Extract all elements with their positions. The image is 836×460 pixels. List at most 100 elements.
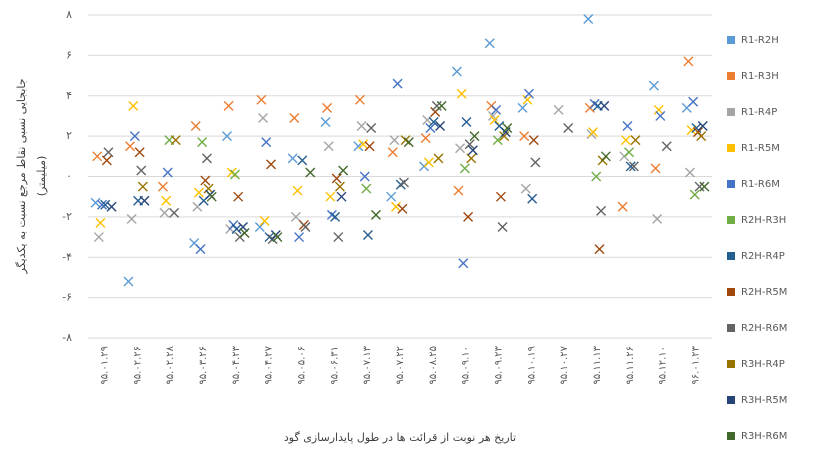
marker [226,167,237,178]
marker [422,114,433,125]
marker [190,121,201,132]
marker [106,201,117,212]
marker [170,135,181,146]
marker [137,181,148,192]
marker [197,137,208,148]
marker [628,161,639,172]
marker [162,167,173,178]
marker [231,223,242,234]
marker [699,181,710,192]
marker [591,171,602,182]
marker [630,135,641,146]
marker [157,181,168,192]
marker [428,116,439,127]
legend-swatch [727,432,735,440]
x-axis-title: تاریخ هر نوبت از قرائت ها در طول پایدارس… [284,431,516,444]
marker [338,165,349,176]
marker [386,191,397,202]
marker [256,94,267,105]
marker [502,123,513,134]
marker [331,173,342,184]
marker [620,135,631,146]
marker [689,189,700,200]
marker [287,153,298,164]
marker [323,141,334,152]
marker [392,78,403,89]
marker [527,193,538,204]
y-tick-label: ۰ [66,170,72,183]
marker [467,145,478,156]
legend-label: R3H-R6M [741,431,787,442]
marker [403,137,414,148]
marker [489,114,500,125]
marker [596,205,607,216]
marker [254,221,265,232]
marker [400,135,411,146]
marker [93,232,104,243]
legend-label: R1-R4P [741,107,777,118]
marker [336,191,347,202]
legend-swatch [727,216,735,224]
legend-swatch [727,36,735,44]
x-tick-label: ۹۵.۰۹.۱۰ [461,346,472,385]
x-tick-label: ۹۵.۱۱.۲۶ [625,346,636,385]
marker [520,183,531,194]
marker [661,141,672,152]
marker [370,209,381,220]
marker [203,183,214,194]
marker [206,191,217,202]
marker [588,127,599,138]
marker [161,195,172,206]
x-tick-label: ۹۵.۰۵.۰۶ [296,346,307,385]
legend-label: R1-R6M [741,179,780,190]
marker [653,104,664,115]
marker [594,244,605,255]
marker [289,112,300,123]
marker [261,137,272,148]
x-tick-label: ۹۵.۰۷.۱۳ [362,345,373,384]
x-tick-label: ۹۵.۰۹.۲۳ [494,345,505,384]
marker [305,167,316,178]
marker [223,100,234,111]
marker [322,102,333,113]
marker [420,133,431,144]
marker [237,221,248,232]
marker [625,161,636,172]
marker [563,123,574,134]
marker [361,183,372,194]
marker [652,213,663,224]
y-axis-unit: (میلیمتر) [35,156,48,197]
marker [464,139,475,150]
legend-swatch [727,396,735,404]
marker [233,191,244,202]
marker [688,96,699,107]
marker [325,191,336,202]
legend-label: R1-R5M [741,143,780,154]
marker [436,100,447,111]
marker [519,131,530,142]
x-tick-label: ۹۵.۰۴.۲۷ [264,345,275,384]
marker [139,195,150,206]
legend-label: R1-R2H [741,35,779,46]
marker [458,258,469,269]
marker [583,14,594,25]
x-tick-label: ۹۵.۰۲.۲۸ [165,345,176,384]
marker [359,171,370,182]
x-tick-label: ۹۵.۱۰.۱۹ [526,346,537,385]
marker [453,185,464,196]
marker [326,209,337,220]
marker [423,157,434,168]
marker [655,110,666,121]
marker [455,143,466,154]
marker [195,244,206,255]
marker [292,185,303,196]
marker [425,123,436,134]
marker [169,207,180,218]
marker [266,159,277,170]
marker [366,123,377,134]
marker [272,232,283,243]
marker [433,153,444,164]
marker [431,100,442,111]
legend-label: R2H-R3H [741,215,786,226]
marker [466,153,477,164]
